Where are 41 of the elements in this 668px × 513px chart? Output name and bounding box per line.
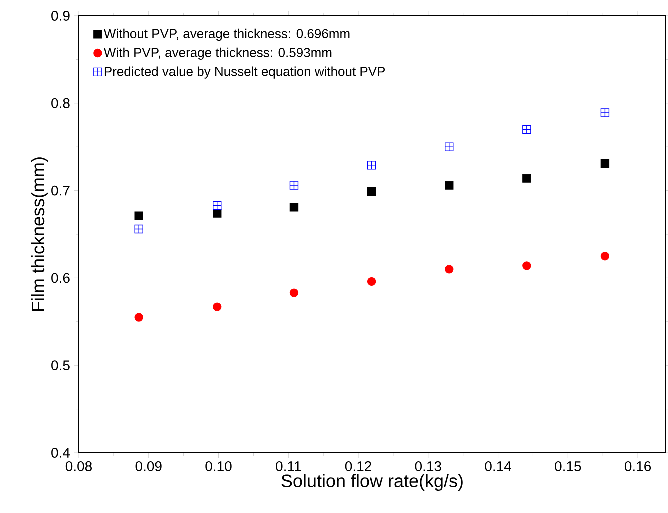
point xyxy=(600,108,610,118)
point xyxy=(290,288,299,298)
point xyxy=(290,203,299,212)
legend-label: Without PVP, average thickness: 0.696mm xyxy=(104,28,350,42)
point xyxy=(600,159,610,168)
x-tick-label: 0.10 xyxy=(206,462,232,472)
x-tick-label: 0.13 xyxy=(415,462,442,472)
point xyxy=(134,212,144,220)
y-axis-title: Film thickness(mm) xyxy=(31,158,48,312)
point xyxy=(522,125,532,134)
point xyxy=(213,201,222,210)
y-tick-label: 0.8 xyxy=(52,98,70,108)
point xyxy=(445,181,454,190)
y-tick-label: 0.9 xyxy=(52,11,70,21)
x-tick-label: 0.12 xyxy=(345,462,372,472)
x-tick-label: 0.15 xyxy=(555,462,582,472)
point xyxy=(445,142,454,152)
point xyxy=(445,265,454,274)
x-axis-title: Solution flow rate(kg/s) xyxy=(282,474,463,492)
point xyxy=(134,313,144,322)
point xyxy=(367,277,376,286)
point xyxy=(600,252,610,261)
point xyxy=(522,174,532,183)
x-tick-label: 0.14 xyxy=(485,462,512,472)
y-tick-label: 0.4 xyxy=(52,448,70,458)
point xyxy=(367,161,376,170)
y-tick-label: 0.6 xyxy=(52,273,70,284)
point xyxy=(522,262,532,270)
y-tick-label: 0.5 xyxy=(52,360,70,371)
point xyxy=(213,302,222,312)
point xyxy=(367,187,376,196)
point xyxy=(134,224,144,234)
point xyxy=(290,181,299,190)
y-tick-label: 0.7 xyxy=(52,186,70,196)
x-tick-label: 0.08 xyxy=(66,462,92,472)
legend-label: With PVP, average thickness: 0.593mm xyxy=(104,48,332,60)
x-tick-label: 0.16 xyxy=(624,462,652,472)
x-tick-label: 0.09 xyxy=(136,462,162,472)
point xyxy=(213,209,222,218)
legend-label: Predicted value by Nusselt equation without PVP xyxy=(104,66,386,79)
x-tick-label: 0.11 xyxy=(276,462,302,472)
